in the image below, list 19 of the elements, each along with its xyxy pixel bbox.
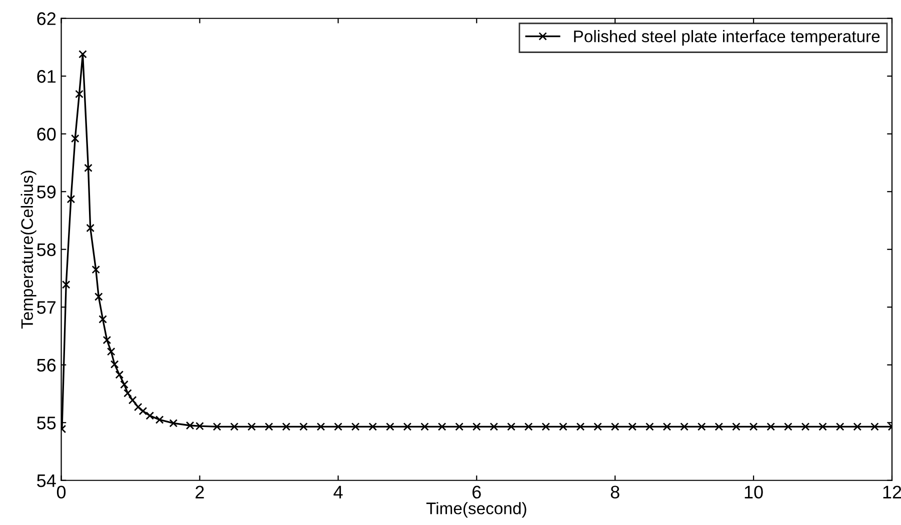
y-axis-title: Temperature(Celsius) — [20, 170, 36, 329]
x-tick-label: 4 — [334, 486, 343, 498]
y-tick-label: 54 — [37, 474, 56, 488]
y-tick-label: 56 — [37, 358, 56, 372]
x-tick-label: 6 — [472, 486, 481, 498]
x-tick-label: 10 — [744, 486, 763, 498]
x-tick-label: 0 — [56, 486, 66, 498]
y-tick-label: 55 — [37, 416, 56, 430]
y-tick-label: 62 — [37, 12, 56, 26]
x-tick-label: 12 — [883, 486, 901, 498]
x-tick-label: 2 — [196, 486, 204, 498]
y-tick-label: 57 — [37, 301, 56, 314]
legend-label: Polished steel plate interface temperature — [574, 30, 880, 46]
y-tick-label: 61 — [37, 70, 56, 83]
x-axis-title: Time(second) — [426, 502, 526, 518]
y-tick-label: 60 — [37, 128, 56, 141]
y-tick-label: 59 — [37, 186, 56, 198]
y-tick-label: 58 — [37, 243, 56, 256]
x-tick-label: 8 — [610, 486, 620, 498]
